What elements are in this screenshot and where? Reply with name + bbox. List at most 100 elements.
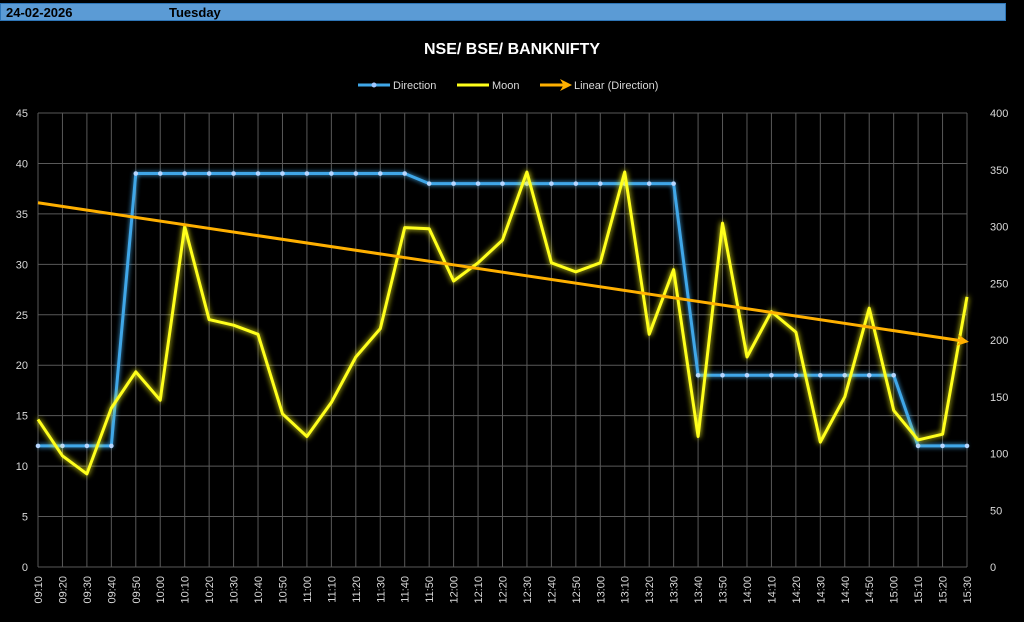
data-point-direction	[109, 443, 114, 449]
data-point-direction	[255, 171, 261, 176]
x-tick-label: 12:50	[571, 576, 583, 604]
data-point-direction	[157, 171, 163, 176]
y-left-tick-label: 15	[16, 411, 28, 423]
y-right-tick-label: 0	[990, 562, 996, 574]
y-right-tick-label: 100	[990, 449, 1008, 461]
data-point-direction	[597, 181, 603, 186]
series-line-moon	[36, 170, 969, 476]
data-point-direction	[84, 443, 90, 449]
data-point-direction	[573, 181, 579, 186]
x-tick-label: 10:50	[277, 576, 289, 604]
data-point-direction	[793, 373, 799, 378]
x-tick-label: 12:10	[473, 576, 485, 604]
x-tick-label: 13:30	[669, 576, 681, 604]
x-tick-label: 10:30	[229, 576, 241, 604]
data-point-direction	[280, 171, 285, 176]
data-point-direction	[549, 181, 554, 186]
x-tick-label: 12:20	[498, 576, 510, 604]
chart-title: NSE/ BSE/ BANKNIFTY	[424, 41, 600, 58]
data-point-direction	[671, 181, 676, 186]
x-tick-label: 14:20	[791, 576, 803, 604]
data-point-direction	[353, 171, 359, 176]
x-tick-label: 09:10	[33, 576, 45, 604]
x-tick-label: 13:50	[718, 576, 730, 604]
data-point-direction	[451, 181, 456, 186]
x-tick-label: 13:40	[693, 576, 705, 604]
x-tick-label: 12:30	[522, 576, 534, 604]
y-left-tick-label: 0	[22, 562, 28, 574]
x-tick-label: 15:30	[962, 576, 974, 604]
x-tick-label: 09:50	[131, 576, 143, 604]
header-date: 24-02-2026	[6, 5, 73, 20]
data-point-direction	[475, 181, 481, 186]
data-point-direction	[35, 443, 41, 449]
y-right-tick-label: 350	[990, 165, 1008, 177]
y-left-tick-label: 10	[16, 461, 28, 473]
y-right-tick-label: 400	[990, 108, 1008, 120]
data-point-direction	[695, 373, 701, 378]
data-point-direction	[769, 373, 774, 378]
x-tick-label: 10:40	[253, 576, 265, 604]
x-tick-label: 09:20	[57, 576, 69, 604]
y-right-tick-label: 300	[990, 222, 1008, 234]
x-tick-label: 10:20	[204, 576, 216, 604]
x-tick-label: 15:10	[913, 576, 925, 604]
y-left-tick-label: 25	[16, 310, 28, 322]
y-left-tick-label: 5	[22, 512, 28, 524]
data-point-direction	[426, 181, 432, 186]
data-point-direction	[231, 171, 236, 176]
series-line-trend	[37, 201, 969, 347]
x-tick-label: 13:10	[620, 576, 632, 604]
y-left-tick-label: 20	[16, 360, 28, 372]
data-point-direction	[891, 373, 896, 378]
data-point-direction	[133, 171, 139, 176]
data-point-direction	[304, 171, 310, 176]
data-point-direction	[329, 171, 334, 176]
x-tick-label: 11:00	[302, 576, 314, 603]
data-point-direction	[524, 181, 530, 186]
legend-label-moon: Moon	[492, 80, 520, 92]
x-tick-label: 14:00	[742, 576, 754, 604]
data-point-direction	[646, 181, 652, 186]
data-point-direction	[866, 373, 872, 378]
x-tick-label: 12:40	[546, 576, 558, 604]
data-point-direction	[842, 373, 848, 378]
gridlines	[37, 112, 968, 568]
legend-label-direction: Direction	[393, 80, 436, 92]
x-tick-label: 14:10	[766, 576, 778, 604]
x-tick-label: 12:00	[449, 576, 461, 604]
x-tick-label: 13:00	[595, 576, 607, 604]
y-left-tick-label: 40	[16, 158, 28, 170]
y-right-tick-label: 50	[990, 505, 1002, 517]
x-tick-label: 11:20	[351, 576, 363, 603]
y-left-tick-label: 45	[16, 108, 28, 120]
series-layer	[35, 170, 970, 476]
y-right-axis: 0 50 100 150 200 250 300 350 400	[990, 108, 1008, 574]
x-tick-label: 11:50	[424, 576, 436, 603]
x-tick-label: 10:10	[180, 576, 192, 604]
data-point-direction	[182, 171, 187, 176]
data-point-direction	[500, 181, 505, 186]
x-tick-label: 09:30	[82, 576, 94, 604]
x-tick-label: 14:40	[840, 576, 852, 604]
x-tick-label: 11:40	[400, 576, 412, 603]
x-tick-label: 10:00	[155, 576, 167, 604]
data-point-direction	[744, 373, 750, 378]
x-tick-label: 11:10	[326, 576, 338, 603]
data-point-direction	[818, 373, 823, 378]
data-point-direction	[60, 443, 65, 449]
x-tick-label: 13:20	[644, 576, 656, 604]
x-tick-label: 14:50	[864, 576, 876, 604]
header-bar: 24-02-2026 Tuesday	[0, 3, 1006, 21]
data-point-direction	[940, 443, 945, 449]
y-left-tick-label: 30	[16, 259, 28, 271]
data-point-direction	[720, 373, 725, 378]
y-left-axis: 0 5 10 15 20 25 30 35 40 45	[16, 108, 28, 574]
legend: Direction Moon Linear (Direction)	[358, 79, 658, 92]
x-axis: 09:10 09:20 09:30 09:40 09:50 10:00 10:10 10:20…	[33, 576, 974, 604]
data-point-direction	[402, 171, 408, 176]
data-point-direction	[964, 443, 970, 449]
data-point-direction	[377, 171, 383, 176]
x-tick-label: 14:30	[815, 576, 827, 604]
